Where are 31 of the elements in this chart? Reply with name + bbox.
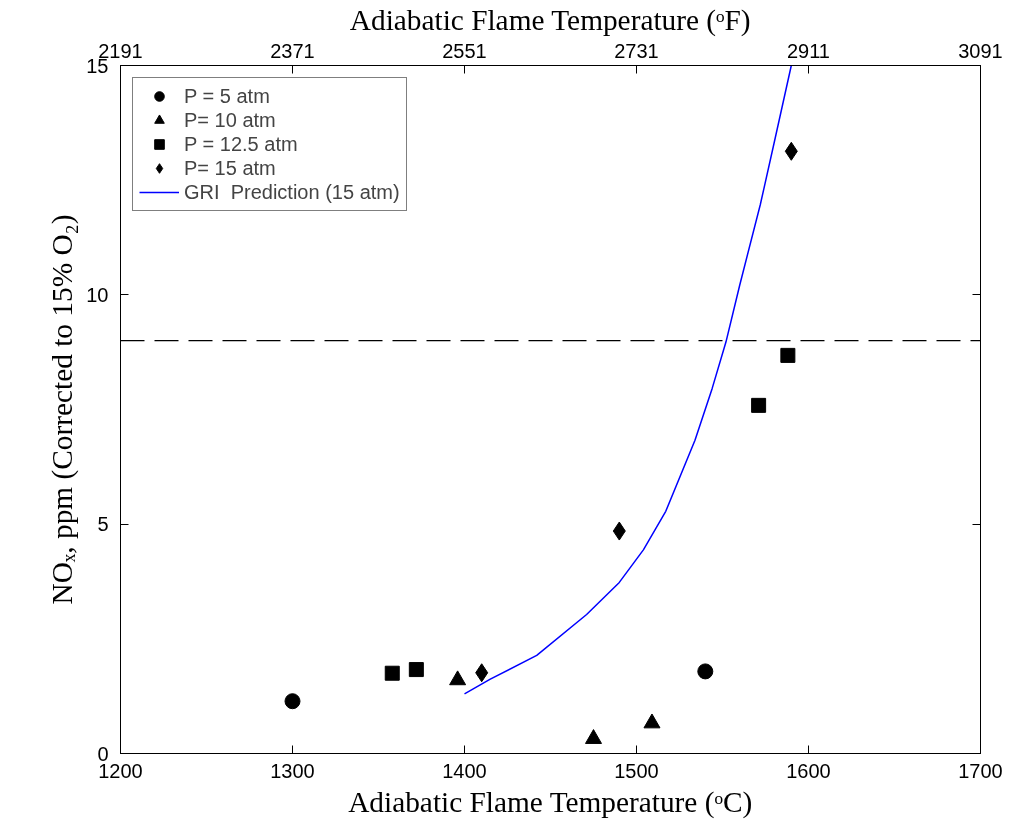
point: [475, 663, 489, 683]
x2-tick-label: 2371: [270, 39, 315, 62]
point: [384, 665, 400, 681]
x2-tick-label: 2911: [787, 39, 831, 62]
legend-label: P= 10 atm: [184, 108, 276, 132]
x-tick-label: 1600: [786, 759, 831, 782]
x2-axis-title: Adiabatic Flame Temperature (ᵒF): [349, 3, 751, 37]
legend-label: P = 12.5 atm: [184, 132, 298, 156]
y-axis-title: NOₓ, ppm (Corrected to 15% O₂): [46, 214, 80, 605]
legend-label: P = 5 atm: [184, 84, 270, 108]
legend-label: P= 15 atm: [184, 156, 276, 180]
x-tick-label: 1400: [442, 759, 487, 782]
y-tick-label: 10: [86, 283, 109, 306]
point: [751, 397, 767, 413]
point: [284, 693, 301, 710]
y-tick-label: 0: [97, 742, 109, 765]
y-tick-label: 5: [97, 513, 109, 536]
point: [784, 141, 798, 161]
x2-tick-label: 2551: [442, 39, 487, 62]
line-series: [463, 65, 793, 695]
point: [612, 521, 626, 541]
legend-label: GRI Prediction (15 atm): [184, 180, 400, 204]
point: [697, 663, 714, 680]
x-axis-title: Adiabatic Flame Temperature (ᵒC): [348, 785, 753, 819]
point: [408, 662, 424, 678]
x2-tick-label: 2731: [614, 39, 659, 62]
x-tick-label: 1700: [958, 759, 1003, 782]
point: [780, 347, 796, 363]
x2-tick-label: 3091: [958, 39, 1003, 62]
x-tick-label: 1300: [270, 759, 315, 782]
x-tick-label: 1500: [614, 759, 659, 782]
